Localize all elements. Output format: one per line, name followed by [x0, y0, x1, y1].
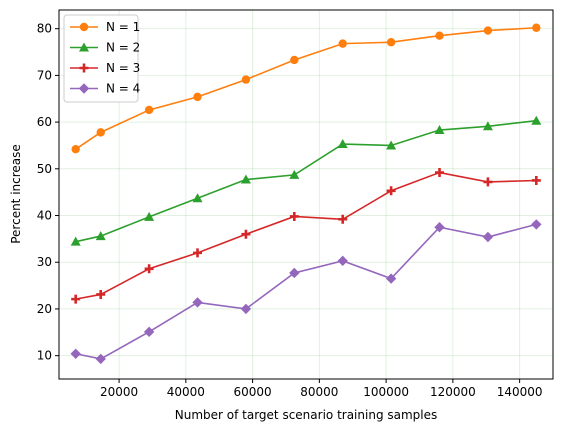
data-point — [385, 273, 397, 284]
y-tick-label: 70 — [37, 68, 52, 82]
legend-entry: N = 3 — [70, 61, 140, 75]
data-point — [482, 231, 494, 243]
data-point — [192, 193, 203, 203]
legend-label: N = 3 — [106, 61, 140, 75]
series-2 — [70, 115, 542, 246]
y-tick-label: 20 — [37, 302, 52, 316]
data-point — [193, 248, 203, 258]
data-point — [337, 139, 348, 149]
grid-lines — [59, 10, 553, 379]
data-point — [337, 255, 348, 267]
series-4 — [70, 219, 542, 365]
data-point — [240, 303, 252, 315]
legend-marker — [78, 83, 90, 94]
legend-box — [63, 14, 139, 103]
series-layer — [70, 23, 542, 365]
data-point — [240, 174, 251, 184]
x-tick-label: 80000 — [300, 385, 338, 399]
data-point — [482, 121, 493, 131]
data-point — [289, 267, 300, 279]
data-point — [338, 39, 347, 48]
data-point — [144, 211, 155, 221]
x-tick-label: 60000 — [234, 385, 272, 399]
data-point — [531, 219, 542, 230]
x-tick-label: 140000 — [497, 385, 543, 399]
x-axis-label: Number of target scenario training sampl… — [175, 408, 438, 422]
data-point — [241, 75, 251, 84]
data-point — [95, 231, 106, 241]
legend-marker — [79, 42, 89, 52]
legend-label: N = 2 — [106, 41, 140, 55]
y-tick-label: 10 — [37, 349, 52, 363]
legend: N = 1 N = 2 N = 3 N = 4 — [63, 14, 140, 103]
x-tick-label: 100000 — [363, 385, 409, 399]
legend-label: N = 4 — [106, 82, 140, 96]
legend-entry: N = 1 — [70, 20, 140, 34]
data-point — [434, 125, 445, 135]
x-axis-ticks: 20000 40000 60000 80000 100000 120000 140000 — [100, 379, 543, 399]
data-point — [192, 297, 203, 308]
data-point — [96, 128, 105, 137]
y-tick-label: 80 — [37, 22, 52, 36]
legend-marker — [79, 63, 89, 73]
data-point — [386, 186, 396, 196]
data-point — [193, 92, 202, 102]
y-axis-ticks: 10 20 30 40 50 60 70 80 — [37, 22, 59, 363]
data-point — [386, 38, 396, 47]
legend-marker — [79, 22, 89, 32]
data-point — [532, 23, 541, 32]
data-point — [71, 144, 80, 154]
y-tick-label: 50 — [37, 162, 52, 176]
y-axis-label: Percent increase — [9, 144, 23, 244]
data-point — [144, 264, 154, 274]
data-point — [483, 26, 493, 35]
data-point — [71, 294, 81, 304]
data-point — [531, 175, 541, 185]
y-tick-label: 60 — [37, 115, 52, 129]
data-point — [143, 326, 155, 338]
legend-entry: N = 4 — [70, 82, 140, 96]
y-tick-label: 30 — [37, 255, 52, 269]
data-point — [435, 168, 445, 178]
series-3 — [71, 168, 541, 304]
y-tick-label: 40 — [37, 209, 52, 223]
data-point — [70, 236, 81, 246]
data-point — [483, 177, 493, 187]
data-point — [435, 31, 444, 40]
data-point — [289, 169, 300, 179]
x-tick-label: 40000 — [167, 385, 205, 399]
data-point — [289, 211, 299, 221]
x-tick-label: 20000 — [100, 385, 138, 399]
series-1 — [71, 23, 541, 154]
data-point — [95, 353, 106, 365]
data-point — [241, 229, 251, 239]
data-point — [386, 140, 397, 150]
x-tick-label: 120000 — [430, 385, 476, 399]
data-point — [531, 115, 542, 125]
data-point — [290, 55, 299, 65]
data-point — [338, 214, 348, 224]
data-point — [96, 289, 106, 299]
data-point — [70, 348, 81, 359]
plot-frame — [58, 9, 554, 380]
legend-label: N = 1 — [106, 20, 140, 34]
data-point — [434, 221, 445, 233]
legend-entry: N = 2 — [70, 41, 140, 55]
plot-background — [59, 10, 553, 379]
data-point — [144, 105, 154, 115]
